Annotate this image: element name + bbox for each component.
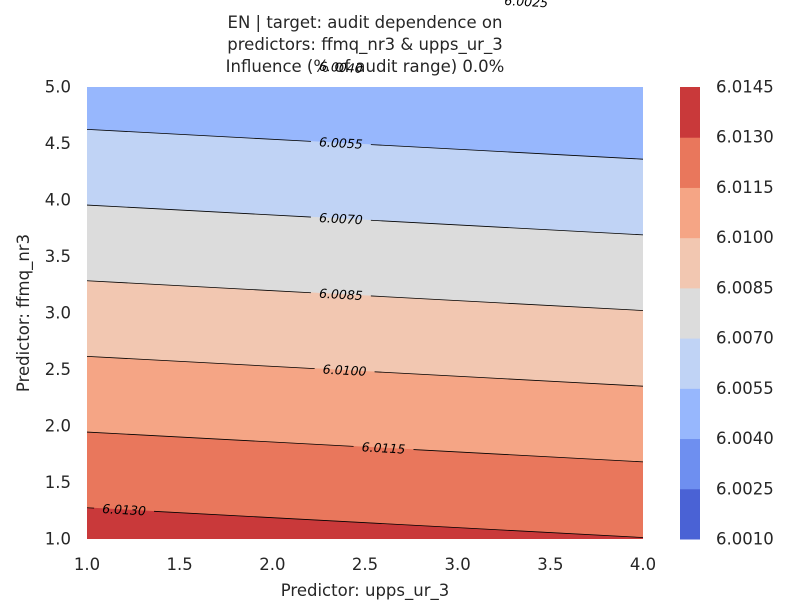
y-tick-label: 1.0 — [45, 530, 71, 549]
contour-line — [87, 355, 315, 369]
x-tick-label: 1.0 — [74, 555, 100, 574]
colorbar-swatch — [680, 287, 700, 339]
x-tick-label: 3.5 — [537, 555, 563, 574]
colorbar-swatch — [680, 137, 700, 188]
x-axis-ticks: 1.0 1.5 2.0 2.5 3.0 3.5 4.0 — [74, 555, 656, 574]
colorbar-ticks: 6.0010 6.0025 6.0040 6.0055 6.0070 6.0085 6.01… — [716, 78, 774, 549]
contour-line — [370, 295, 643, 311]
colorbar-tick-label: 6.0100 — [716, 228, 774, 247]
x-tick-label: 4.0 — [630, 555, 656, 574]
colorbar-tick-label: 6.0055 — [716, 379, 774, 398]
colorbar-swatch — [680, 87, 700, 138]
colorbar-tick-label: 6.0115 — [716, 178, 774, 197]
contour-line — [374, 371, 643, 387]
colorbar-tick-label: 6.0040 — [716, 429, 774, 448]
colorbar-swatch — [680, 438, 700, 490]
colorbar-swatch — [680, 237, 700, 289]
contour-line — [154, 510, 643, 538]
title-line-2: predictors: ffmq_nr3 & upps_ur_3 — [227, 35, 502, 55]
x-axis-label: Predictor: upps_ur_3 — [281, 581, 449, 601]
colorbar-swatch — [680, 488, 700, 540]
contour-label: 6.0055 — [319, 134, 364, 151]
contour-line — [87, 431, 354, 447]
contour-line — [87, 280, 311, 294]
colorbar-tick-label: 6.0025 — [716, 479, 774, 498]
colorbar-tick-label: 6.0010 — [716, 530, 774, 549]
contour-line — [556, 3, 643, 8]
contour-label: 6.0025 — [504, 0, 549, 10]
colorbar — [680, 87, 700, 540]
x-tick-label: 2.0 — [259, 555, 285, 574]
title-line-3: Influence (% of audit range) 0.0% — [226, 57, 505, 76]
contour-line — [87, 128, 311, 142]
y-axis-label: Predictor: ffmq_nr3 — [14, 234, 34, 392]
contour-line — [370, 144, 643, 160]
y-tick-label: 2.5 — [45, 360, 71, 379]
contour-labels: 6.0025 6.0040 6.0055 6.0070 6.0085 6.0100 6.01… — [102, 0, 549, 518]
contour-label: 6.0085 — [319, 286, 364, 303]
y-tick-label: 4.0 — [45, 191, 71, 210]
colorbar-tick-label: 6.0070 — [716, 329, 774, 348]
y-tick-label: 3.0 — [45, 304, 71, 323]
contour-label: 6.0070 — [319, 210, 364, 227]
y-tick-label: 2.0 — [45, 417, 71, 436]
y-axis-ticks: 1.0 1.5 2.0 2.5 3.0 3.5 4.0 4.5 5.0 — [45, 78, 71, 549]
contour-band — [87, 87, 643, 160]
x-tick-label: 2.5 — [352, 555, 378, 574]
contour-line — [413, 449, 643, 463]
y-tick-label: 3.5 — [45, 247, 71, 266]
contour-label: 6.0115 — [361, 439, 406, 456]
colorbar-swatch — [680, 338, 700, 389]
colorbar-tick-label: 6.0130 — [716, 128, 774, 147]
contour-bands — [87, 0, 643, 539]
contour-line — [87, 204, 311, 218]
contour-label: 6.0130 — [102, 501, 147, 518]
x-tick-label: 1.5 — [167, 555, 193, 574]
contour-lines — [87, 3, 643, 538]
contour-line — [370, 219, 643, 236]
chart-title: EN | target: audit dependence on predict… — [226, 13, 505, 76]
colorbar-swatch — [680, 187, 700, 239]
y-tick-label: 4.5 — [45, 134, 71, 153]
contour-label: 6.0040 — [319, 59, 364, 76]
plot-area — [87, 0, 643, 539]
y-tick-label: 5.0 — [45, 78, 71, 97]
colorbar-swatch — [680, 388, 700, 440]
colorbar-tick-label: 6.0085 — [716, 278, 774, 297]
x-tick-label: 3.0 — [445, 555, 471, 574]
y-tick-label: 1.5 — [45, 473, 71, 492]
contour-label: 6.0100 — [322, 362, 367, 379]
contour-band — [87, 0, 643, 8]
colorbar-tick-label: 6.0145 — [716, 78, 774, 97]
title-line-1: EN | target: audit dependence on — [228, 13, 503, 32]
